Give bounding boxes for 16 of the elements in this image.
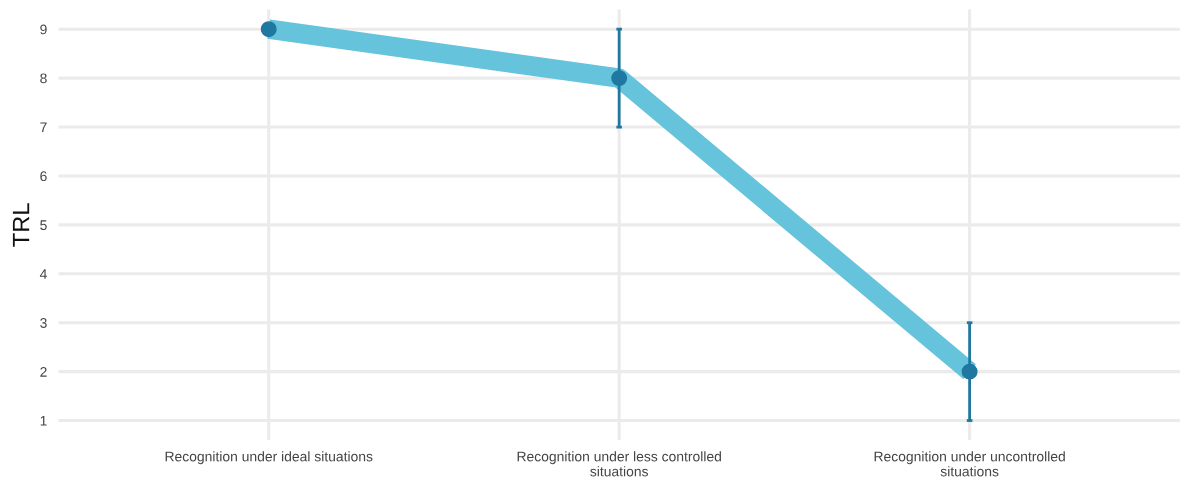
y-tick-label: 3: [40, 318, 47, 328]
point: [260, 21, 277, 38]
y-tick-label: 5: [40, 220, 47, 231]
y-tick-label: 4: [39, 269, 47, 279]
point: [961, 363, 978, 380]
y-tick-label: 7: [40, 122, 47, 133]
x-tick-label: Recognition under ideal situations: [165, 451, 373, 465]
y-tick-label: 6: [40, 171, 47, 182]
x-tick-label: Recognition under less controlled situations: [517, 451, 721, 477]
y-axis-title: TRL: [12, 203, 30, 247]
x-tick-label: Recognition under uncontrolled situations: [874, 451, 1065, 477]
y-tick-label: 8: [40, 73, 47, 84]
y-tick-label: 9: [40, 24, 47, 35]
y-tick-label: 1: [40, 416, 47, 426]
point: [611, 70, 628, 87]
y-tick-label: 2: [40, 366, 47, 377]
